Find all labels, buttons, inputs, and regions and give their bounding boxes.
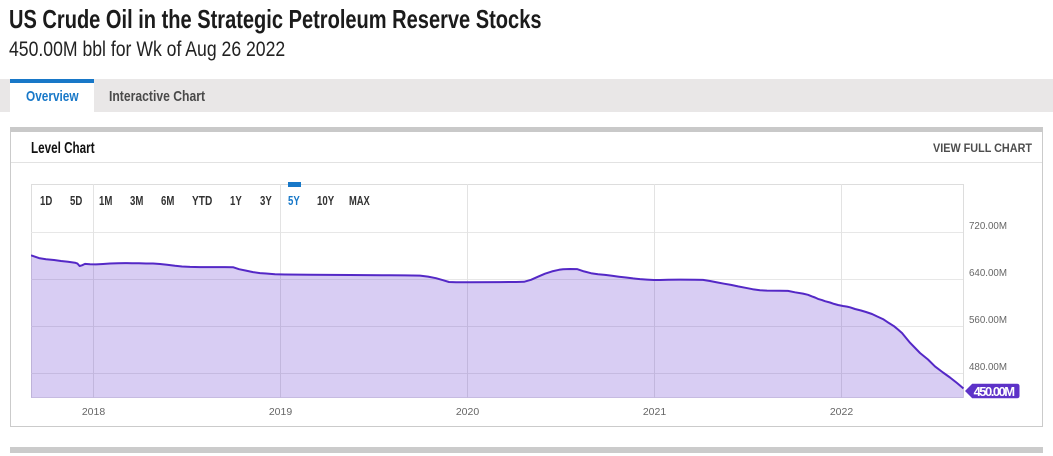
svg-text:450.00M: 450.00M	[974, 384, 1016, 399]
